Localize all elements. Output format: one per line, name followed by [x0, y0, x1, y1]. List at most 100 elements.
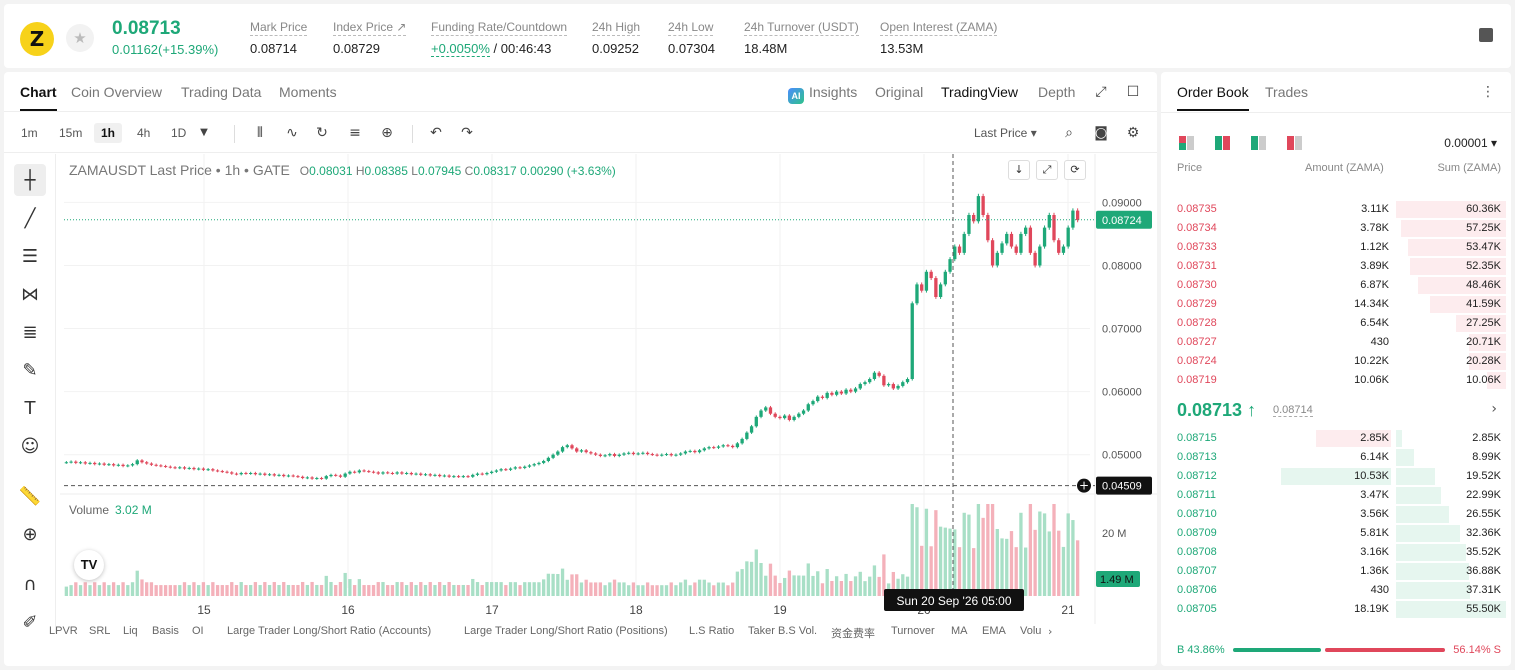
- ind-turnover[interactable]: Turnover: [891, 625, 935, 637]
- ind-ls-ratio[interactable]: L.S Ratio: [689, 625, 735, 637]
- bid-row[interactable]: 0.08709 5.81K 32.36K: [1161, 524, 1511, 543]
- bid-amount: 18.19K: [1354, 603, 1389, 615]
- replay-icon[interactable]: ↻: [316, 125, 328, 141]
- ask-row[interactable]: 0.08729 14.34K 41.59K: [1161, 295, 1511, 314]
- magnet-icon[interactable]: ∩: [23, 573, 37, 595]
- brush-icon[interactable]: ✎: [22, 359, 38, 381]
- bid-row[interactable]: 0.08711 3.47K 22.99K: [1161, 486, 1511, 505]
- bid-row[interactable]: 0.08707 1.36K 36.88K: [1161, 562, 1511, 581]
- ask-price: 0.08734: [1177, 222, 1217, 234]
- tab-depth[interactable]: Depth: [1038, 84, 1076, 100]
- bid-row[interactable]: 0.08708 3.16K 35.52K: [1161, 543, 1511, 562]
- emoji-icon[interactable]: ☺: [20, 435, 40, 457]
- price-chart[interactable]: 0.09000 0.08000 0.07000 0.06000 0.05000 15 16 1…: [60, 154, 1157, 624]
- view-asks-icon[interactable]: [1287, 136, 1303, 150]
- bid-row[interactable]: 0.08710 3.56K 26.55K: [1161, 505, 1511, 524]
- timeframe-4h[interactable]: 4h: [137, 126, 151, 140]
- ind-volume[interactable]: Volu: [1020, 625, 1042, 637]
- timeframe-15m[interactable]: 15m: [59, 126, 83, 140]
- bid-row[interactable]: 0.08713 6.14K 8.99K: [1161, 448, 1511, 467]
- pencil-lock-icon[interactable]: ✐: [22, 611, 38, 633]
- text-icon[interactable]: T: [24, 397, 36, 419]
- candle-body: [1057, 240, 1061, 253]
- ask-row[interactable]: 0.08727 430 20.71K: [1161, 333, 1511, 352]
- trendline-icon[interactable]: ╱: [24, 207, 36, 229]
- expand-icon[interactable]: ⤢: [1095, 84, 1107, 100]
- price-type-select[interactable]: Last Price ▾: [974, 126, 1037, 140]
- timeframe-1h[interactable]: 1h: [94, 123, 123, 143]
- timeframe-dropdown-icon[interactable]: ▼: [200, 127, 208, 138]
- undo-icon[interactable]: ↶: [430, 125, 442, 141]
- fib-icon[interactable]: ≣: [22, 321, 38, 343]
- reset-button[interactable]: ⟳: [1064, 160, 1086, 180]
- candles-icon[interactable]: ⫴: [257, 125, 263, 141]
- volume-bar: [938, 526, 943, 596]
- ind-taker-bs[interactable]: Taker B.S Vol.: [748, 625, 818, 637]
- tab-original[interactable]: Original: [875, 84, 924, 100]
- search-icon[interactable]: ⌕: [1065, 125, 1073, 141]
- candle-body: [877, 372, 881, 376]
- ind-srl[interactable]: SRL: [89, 625, 111, 637]
- bid-row[interactable]: 0.08715 2.85K 2.85K: [1161, 429, 1511, 448]
- crosshair-icon[interactable]: ┼: [14, 164, 46, 196]
- more-icon[interactable]: ⋮: [1481, 84, 1495, 100]
- ind-oi[interactable]: OI: [192, 625, 204, 637]
- fit-button[interactable]: ⤢: [1036, 160, 1058, 180]
- tab-trades[interactable]: Trades: [1265, 84, 1309, 100]
- ask-row[interactable]: 0.08731 3.89K 52.35K: [1161, 257, 1511, 276]
- chevron-right-icon[interactable]: ›: [1048, 625, 1053, 638]
- timeframe-1d[interactable]: 1D: [171, 126, 187, 140]
- candle-body: [712, 447, 716, 449]
- ask-row[interactable]: 0.08735 3.11K 60.36K: [1161, 200, 1511, 219]
- tab-coin-overview[interactable]: Coin Overview: [71, 84, 163, 100]
- ask-row[interactable]: 0.08733 1.12K 53.47K: [1161, 238, 1511, 257]
- tab-chart[interactable]: Chart: [20, 84, 57, 111]
- chevron-right-icon[interactable]: ›: [1491, 401, 1497, 417]
- indicators-icon[interactable]: ∿: [286, 125, 298, 141]
- templates-icon[interactable]: ≡: [349, 125, 361, 141]
- ind-lt-accounts[interactable]: Large Trader Long/Short Ratio (Accounts): [227, 625, 432, 637]
- zama-logo: Z: [20, 22, 54, 56]
- bid-row[interactable]: 0.08705 18.19K 55.50K: [1161, 600, 1511, 619]
- precision-select[interactable]: 0.00001 ▾: [1444, 136, 1497, 150]
- tab-tradingview[interactable]: TradingView: [941, 84, 1019, 100]
- ask-row[interactable]: 0.08734 3.78K 57.25K: [1161, 219, 1511, 238]
- book-icon[interactable]: [1479, 28, 1493, 42]
- bid-row[interactable]: 0.08706 430 37.31K: [1161, 581, 1511, 600]
- ind-liq[interactable]: Liq: [123, 625, 138, 637]
- ind-lpvr[interactable]: LPVR: [49, 625, 78, 637]
- view-mixed-icon[interactable]: [1215, 136, 1231, 150]
- ind-basis[interactable]: Basis: [152, 625, 179, 637]
- tradingview-logo[interactable]: TV: [74, 550, 104, 580]
- scroll-down-button[interactable]: ↓: [1008, 160, 1030, 180]
- ind-ma[interactable]: MA: [951, 625, 968, 637]
- chart-toolbar: 1m 15m 1h 4h 1D ▼ ⫴ ∿ ↻ ≡ ⊕ ↶ ↷ Last Pri…: [4, 113, 1157, 153]
- tab-order-book[interactable]: Order Book: [1177, 84, 1249, 111]
- ruler-icon[interactable]: 📏: [18, 485, 42, 507]
- depth-bar: [1396, 487, 1441, 504]
- add-alert-icon[interactable]: ⊕: [381, 125, 393, 141]
- ask-row[interactable]: 0.08719 10.06K 10.06K: [1161, 371, 1511, 390]
- zoom-in-icon[interactable]: ⊕: [22, 523, 38, 545]
- tab-moments[interactable]: Moments: [279, 84, 337, 100]
- tab-trading-data[interactable]: Trading Data: [181, 84, 262, 100]
- ask-row[interactable]: 0.08724 10.22K 20.28K: [1161, 352, 1511, 371]
- window-icon[interactable]: ☐: [1126, 84, 1140, 100]
- pattern-icon[interactable]: ⋈: [21, 283, 39, 305]
- tab-insights[interactable]: AI Insights: [788, 84, 857, 104]
- ask-row[interactable]: 0.08730 6.87K 48.46K: [1161, 276, 1511, 295]
- candle-body: [206, 469, 210, 471]
- view-both-icon[interactable]: [1179, 136, 1195, 150]
- ask-row[interactable]: 0.08728 6.54K 27.25K: [1161, 314, 1511, 333]
- view-bids-icon[interactable]: [1251, 136, 1267, 150]
- ind-ema[interactable]: EMA: [982, 625, 1006, 637]
- settings-gear-icon[interactable]: ⚙: [1126, 125, 1140, 141]
- camera-icon[interactable]: ◙: [1094, 125, 1108, 141]
- redo-icon[interactable]: ↷: [461, 125, 473, 141]
- horizontal-lines-icon[interactable]: ☰: [21, 245, 39, 267]
- ind-lt-positions[interactable]: Large Trader Long/Short Ratio (Positions…: [464, 625, 668, 637]
- bid-row[interactable]: 0.08712 10.53K 19.52K: [1161, 467, 1511, 486]
- ind-funding[interactable]: 资金费率: [831, 627, 875, 640]
- timeframe-1m[interactable]: 1m: [21, 126, 38, 140]
- favorite-star-icon[interactable]: ★: [66, 24, 94, 52]
